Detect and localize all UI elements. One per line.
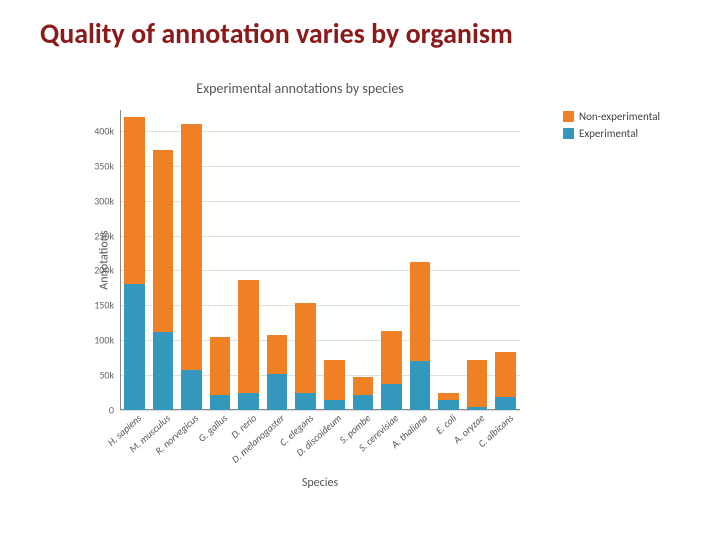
bar-segment-experimental bbox=[267, 374, 288, 410]
bar-segment-non-experimental bbox=[495, 352, 516, 397]
bar-segment-non-experimental bbox=[353, 377, 374, 394]
y-tick-label: 50k bbox=[99, 369, 114, 382]
y-tick-label: 350k bbox=[94, 159, 114, 172]
y-tick-label: 0 bbox=[109, 404, 114, 417]
bar-segment-non-experimental bbox=[410, 262, 431, 361]
bar-segment-experimental bbox=[238, 393, 259, 410]
bar-segment-experimental bbox=[410, 361, 431, 410]
legend-label: Experimental bbox=[579, 127, 638, 140]
chart-container: Experimental annotations by species Non-… bbox=[60, 80, 660, 510]
bar-segment-non-experimental bbox=[181, 124, 202, 370]
bar-segment-non-experimental bbox=[467, 360, 488, 407]
legend-swatch bbox=[563, 111, 574, 122]
y-tick-label: 300k bbox=[94, 194, 114, 207]
bar-segment-experimental bbox=[124, 284, 145, 410]
legend-item: Experimental bbox=[563, 127, 660, 140]
gridline bbox=[120, 410, 520, 411]
bar-segment-experimental bbox=[181, 370, 202, 410]
bar-segment-experimental bbox=[381, 384, 402, 411]
plot-area: Annotations Species H. sapiensM. musculu… bbox=[120, 110, 520, 410]
bar-segment-experimental bbox=[295, 393, 316, 410]
bar-segment-experimental bbox=[324, 400, 345, 410]
x-tick-label: G. gallus bbox=[195, 411, 230, 444]
bar-segment-non-experimental bbox=[295, 303, 316, 392]
bar-segment-experimental bbox=[353, 395, 374, 410]
bar-segment-non-experimental bbox=[124, 117, 145, 284]
legend-item: Non-experimental bbox=[563, 110, 660, 123]
y-tick-label: 200k bbox=[94, 264, 114, 277]
bar-segment-non-experimental bbox=[238, 280, 259, 393]
legend-swatch bbox=[563, 128, 574, 139]
y-tick-label: 150k bbox=[94, 299, 114, 312]
bar-segment-experimental bbox=[438, 400, 459, 410]
bar-segment-non-experimental bbox=[210, 337, 231, 395]
bar-segment-non-experimental bbox=[267, 335, 288, 373]
slide-title: Quality of annotation varies by organism bbox=[40, 16, 680, 51]
legend-label: Non-experimental bbox=[579, 110, 660, 123]
y-tick-label: 400k bbox=[94, 124, 114, 137]
bar-segment-experimental bbox=[210, 395, 231, 410]
bar-segment-experimental bbox=[153, 332, 174, 410]
chart-title: Experimental annotations by species bbox=[60, 80, 660, 97]
bar-segment-non-experimental bbox=[381, 331, 402, 383]
bar-segment-non-experimental bbox=[324, 360, 345, 400]
legend: Non-experimental Experimental bbox=[563, 110, 660, 144]
y-tick-label: 100k bbox=[94, 334, 114, 347]
bar-segment-non-experimental bbox=[438, 393, 459, 400]
y-tick-label: 250k bbox=[94, 229, 114, 242]
bar-segment-non-experimental bbox=[153, 150, 174, 331]
bar-segment-experimental bbox=[467, 407, 488, 410]
x-axis-label: Species bbox=[302, 476, 338, 490]
bar-segment-experimental bbox=[495, 397, 516, 410]
bars-layer: H. sapiensM. musculusR. norvegicusG. gal… bbox=[120, 110, 520, 410]
